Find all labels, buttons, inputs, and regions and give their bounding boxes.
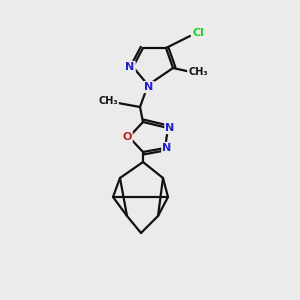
- Text: N: N: [165, 123, 175, 133]
- Text: N: N: [144, 82, 154, 92]
- Text: N: N: [162, 143, 172, 153]
- Text: CH₃: CH₃: [98, 96, 118, 106]
- Text: Cl: Cl: [192, 28, 204, 38]
- Text: O: O: [122, 132, 132, 142]
- Text: N: N: [125, 62, 135, 72]
- Text: CH₃: CH₃: [188, 67, 208, 77]
